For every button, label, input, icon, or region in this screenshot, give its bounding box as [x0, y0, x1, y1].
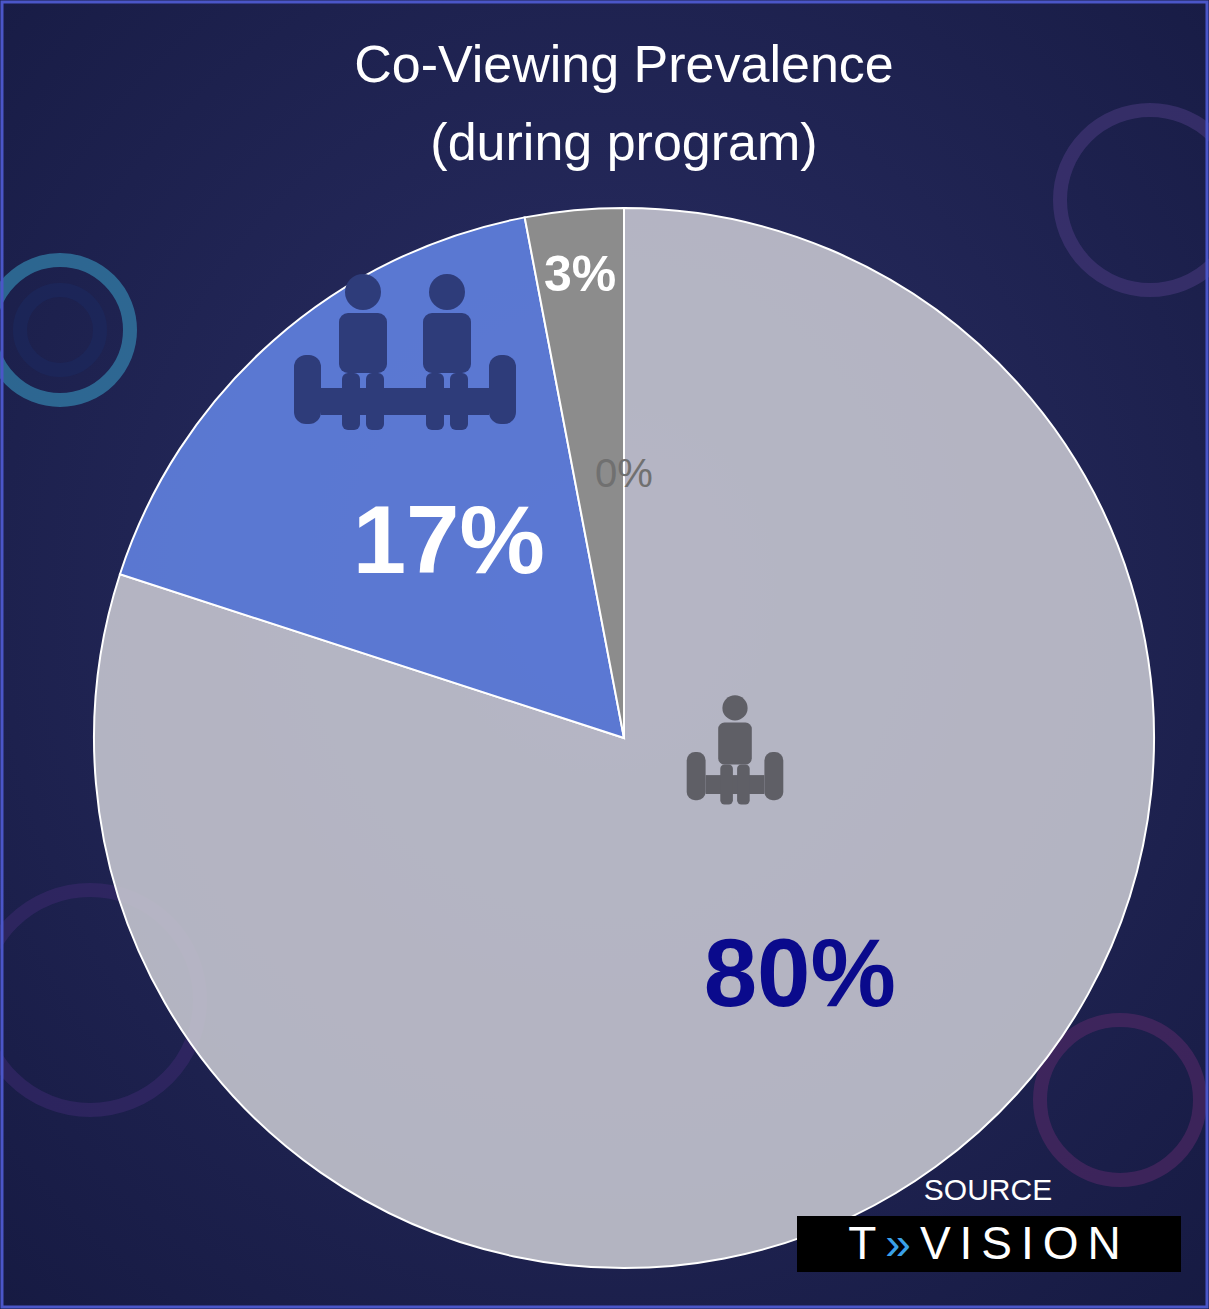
source-logo: T»VISION [848, 1217, 1130, 1269]
data-label: 0% [595, 451, 653, 495]
logo-char: » [885, 1217, 920, 1269]
icon-couch [294, 274, 516, 430]
slice [94, 208, 1154, 1268]
icon-leg [342, 373, 360, 430]
logo-background [797, 1216, 1181, 1272]
data-label: 3% [544, 246, 616, 302]
icon-leg [426, 373, 444, 430]
logo-char: T [848, 1217, 885, 1269]
slice [120, 217, 624, 738]
icon-person [339, 274, 387, 430]
data-label: 17% [353, 486, 545, 593]
logo-char: O [1043, 1217, 1088, 1269]
pie [94, 208, 1154, 1268]
title: Co-Viewing Prevalence [354, 35, 894, 93]
icon-person [423, 274, 471, 430]
data-label: 80% [704, 919, 896, 1026]
logo-char: I [1021, 1217, 1043, 1269]
icon-body [423, 313, 471, 373]
icon-couch [687, 695, 784, 804]
logo-char: S [981, 1217, 1021, 1269]
icon-arm [294, 355, 321, 424]
decoration-ring [0, 260, 130, 400]
icon-leg [720, 765, 733, 805]
icon-leg [366, 373, 384, 430]
icon-leg [450, 373, 468, 430]
icon-person [718, 695, 752, 804]
icon-head [722, 695, 747, 720]
background [0, 0, 1209, 1309]
source-label: SOURCE [924, 1173, 1052, 1206]
icon-leg [737, 765, 750, 805]
chart: Co-Viewing Prevalence (during program) 80%… [0, 0, 1209, 1309]
logo-char: N [1088, 1217, 1130, 1269]
logo-char: V [920, 1217, 960, 1269]
data-labels: 80% 17% 3% 0% [353, 246, 896, 1026]
icon-arm [687, 752, 706, 800]
icon-seat [706, 775, 765, 794]
icon-arm [489, 355, 516, 424]
decoration-ring [1060, 110, 1209, 290]
frame [2, 2, 1207, 1307]
icon-body [339, 313, 387, 373]
decoration-ring [20, 290, 100, 370]
logo-char: I [960, 1217, 982, 1269]
subtitle: (during program) [430, 113, 817, 171]
icon-head [345, 274, 381, 310]
decoration-ring [1040, 1020, 1200, 1180]
icon-body [718, 723, 752, 765]
icon-head [429, 274, 465, 310]
icon-arm [764, 752, 783, 800]
